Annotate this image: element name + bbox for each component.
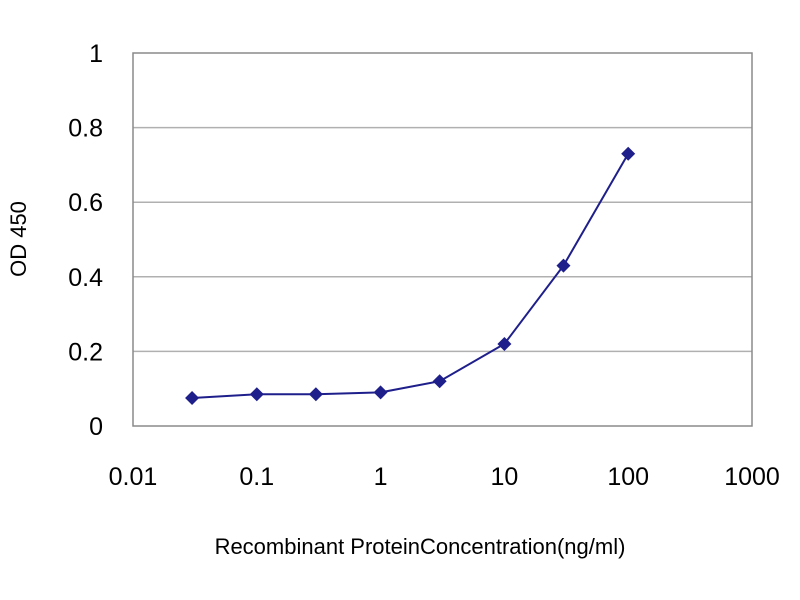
x-tick-label: 0.01 (109, 463, 158, 491)
x-tick-label: 1000 (724, 463, 780, 491)
x-axis-tick-labels: 0.01 0.1 1 10 100 1000 (109, 463, 780, 491)
y-tick-label: 0.2 (68, 338, 103, 366)
series-layer (185, 146, 636, 406)
y-tick-label: 0.8 (68, 115, 103, 143)
data-point (621, 146, 636, 161)
y-tick-label: 1 (89, 40, 103, 68)
y-tick-label: 0 (89, 413, 103, 441)
data-point (308, 387, 323, 402)
data-point (556, 258, 571, 273)
y-axis-tick-labels: 0 0.2 0.4 0.6 0.8 1 (68, 40, 103, 441)
x-tick-label: 100 (607, 463, 649, 491)
x-axis-label: Recombinant ProteinConcentration(ng/ml) (215, 534, 626, 559)
data-point (497, 336, 512, 351)
plot-area-frame (132, 52, 753, 427)
data-point (432, 374, 447, 389)
x-tick-label: 10 (490, 463, 518, 491)
y-tick-label: 0.6 (68, 189, 103, 217)
data-point (249, 387, 264, 402)
x-tick-label: 1 (374, 463, 388, 491)
x-tick-label: 0.1 (239, 463, 274, 491)
gridlines (133, 126, 752, 353)
data-point (185, 391, 200, 406)
y-tick-label: 0.4 (68, 264, 103, 292)
data-point (373, 385, 388, 400)
series-line (192, 153, 630, 399)
y-axis-label: OD 450 (6, 201, 31, 277)
